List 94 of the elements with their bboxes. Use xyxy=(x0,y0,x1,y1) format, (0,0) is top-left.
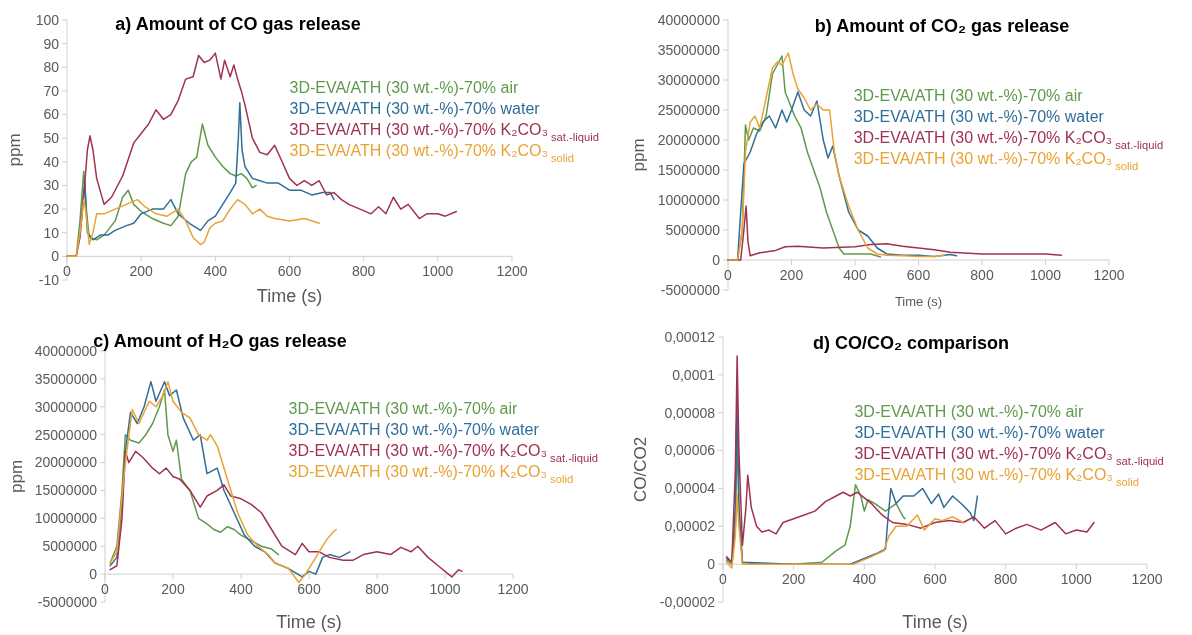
y-tick-label: 0,00008 xyxy=(664,404,716,421)
y-tick-label: -5000000 xyxy=(37,593,98,610)
x-tick-label: 0 xyxy=(101,581,110,598)
text: 3D-EVA/ATH (30 wt.-%)-70% K₂CO₃ $_{solid}$ xyxy=(288,462,574,485)
y-tick-label: 0,00006 xyxy=(664,442,716,459)
x-tick-label: 600 xyxy=(277,263,302,280)
y-tick-label: 0 xyxy=(712,251,721,268)
y-tick-label: 50 xyxy=(43,130,60,147)
y-tick-label: 5000000 xyxy=(665,221,721,238)
y-tick-label: 100 xyxy=(35,11,60,28)
x-tick-label: 200 xyxy=(161,581,185,598)
y-tick-label: 10000000 xyxy=(34,510,98,527)
y-tick-label: 20 xyxy=(43,200,60,217)
x-tick-label: 800 xyxy=(993,571,1018,588)
x-tick-label: 800 xyxy=(365,581,389,598)
text: 3D-EVA/ATH (30 wt.-%)-70% air xyxy=(854,402,1084,420)
text: 3D-EVA/ATH (30 wt.-%)-70% K₂CO₃ $_{sat.-liquid}$ xyxy=(288,441,599,464)
x-axis-title: Time (s) xyxy=(256,286,323,306)
x-tick-label: 600 xyxy=(906,267,931,283)
y-tick-label: -0,00002 xyxy=(659,593,716,610)
series-label: 3D-EVA/ATH (30 wt.-%)-70% K₂CO₃ $_{sat.-liquid}$ xyxy=(854,444,1164,467)
y-tick-label: 35000000 xyxy=(34,370,98,387)
y-tick-label: 0,00004 xyxy=(664,480,716,497)
y-axis-title: ppm xyxy=(7,459,26,494)
text: 3D-EVA/ATH (30 wt.-%)-70% air xyxy=(288,399,519,417)
x-tick-label: 1000 xyxy=(1029,267,1062,283)
text: 3D-EVA/ATH (30 wt.-%)-70% K₂CO₃ $_{solid}$ xyxy=(854,465,1139,488)
x-tick-label: 800 xyxy=(970,267,994,283)
x-tick-label: 1000 xyxy=(422,263,454,280)
text: 3D-EVA/ATH (30 wt.-%)-70% water xyxy=(289,99,541,117)
line-series xyxy=(66,198,320,258)
text: 3D-EVA/ATH (30 wt.-%)-70% air xyxy=(289,78,519,96)
y-tick-label: 0 xyxy=(51,248,60,265)
y-tick-label: 90 xyxy=(43,35,60,52)
y-tick-label: 5000000 xyxy=(42,538,98,555)
text: 3D-EVA/ATH (30 wt.-%)-70% water xyxy=(854,423,1106,441)
y-tick-label: -10 xyxy=(38,271,60,288)
y-tick-label: 15000000 xyxy=(34,482,98,499)
x-tick-label: 800 xyxy=(351,263,376,280)
text: 3D-EVA/ATH (30 wt.-%)-70% K₂CO₃ $_{sat.-liquid}$ xyxy=(853,129,1164,151)
y-tick-label: 10 xyxy=(43,224,60,241)
x-tick-label: 200 xyxy=(781,571,806,588)
x-tick-label: 1200 xyxy=(1131,571,1163,588)
y-tick-label: -5000000 xyxy=(660,281,721,298)
line-series xyxy=(727,52,945,261)
x-tick-label: 600 xyxy=(923,571,947,588)
x-tick-label: 200 xyxy=(779,267,804,283)
y-tick-label: 20000000 xyxy=(657,131,721,148)
x-axis-title: Time (s) xyxy=(276,612,342,632)
x-tick-label: 1200 xyxy=(496,263,528,280)
y-tick-label: 20000000 xyxy=(34,454,98,471)
y-tick-label: 15000000 xyxy=(657,161,721,178)
y-tick-label: 0,0001 xyxy=(672,366,716,383)
y-tick-label: 25000000 xyxy=(34,426,98,443)
x-tick-label: 200 xyxy=(129,263,154,280)
text: 3D-EVA/ATH (30 wt.-%)-70% K₂CO₃ $_{solid}$ xyxy=(289,141,575,164)
y-axis-title: CO/CO2 xyxy=(631,436,650,503)
y-tick-label: 60 xyxy=(43,106,60,123)
x-axis-title: Time (s) xyxy=(894,294,943,309)
y-tick-label: 40 xyxy=(43,153,60,170)
y-tick-label: 80 xyxy=(43,59,60,76)
y-tick-label: 10000000 xyxy=(657,191,721,208)
x-tick-label: 600 xyxy=(297,581,321,598)
y-axis-title: ppm xyxy=(5,133,24,167)
y-tick-label: 40000000 xyxy=(657,11,721,28)
y-axis-title: ppm xyxy=(629,138,648,172)
x-tick-label: 1000 xyxy=(1060,571,1093,588)
line-series xyxy=(725,493,965,569)
y-tick-label: 30000000 xyxy=(34,398,98,415)
x-tick-label: 1000 xyxy=(429,581,461,598)
y-tick-label: 30 xyxy=(43,177,60,194)
x-tick-label: 0 xyxy=(724,267,733,283)
chart-title: a) Amount of CO gas release xyxy=(115,14,361,34)
x-tick-label: 1200 xyxy=(1093,267,1125,283)
series-label: 3D-EVA/ATH (30 wt.-%)-70% K₂CO₃ $_{sat.-liquid}$ xyxy=(289,120,599,143)
x-tick-label: 400 xyxy=(203,263,228,280)
y-tick-label: 30000000 xyxy=(657,71,721,88)
y-tick-label: 35000000 xyxy=(657,41,721,58)
chart-title: d) CO/CO₂ comparison xyxy=(812,333,1010,353)
series-label: 3D-EVA/ATH (30 wt.-%)-70% K₂CO₃ $_{solid}$ xyxy=(853,150,1139,172)
x-axis-title: Time (s) xyxy=(902,612,968,632)
chart-title: b) Amount of CO₂ gas release xyxy=(814,16,1070,36)
y-tick-label: 70 xyxy=(43,82,60,99)
x-tick-label: 400 xyxy=(229,581,253,598)
text: 3D-EVA/ATH (30 wt.-%)-70% water xyxy=(288,420,540,438)
x-tick-label: 400 xyxy=(852,571,877,588)
x-tick-label: 1200 xyxy=(497,581,529,598)
y-tick-label: 0 xyxy=(707,556,716,573)
y-tick-label: 25000000 xyxy=(657,101,721,118)
x-tick-label: 400 xyxy=(843,267,867,283)
series-label: 3D-EVA/ATH (30 wt.-%)-70% water xyxy=(853,108,1105,125)
y-tick-label: 0,00012 xyxy=(664,328,716,345)
y-tick-label: 0,00002 xyxy=(664,518,716,535)
text: 3D-EVA/ATH (30 wt.-%)-70% air xyxy=(853,87,1084,104)
